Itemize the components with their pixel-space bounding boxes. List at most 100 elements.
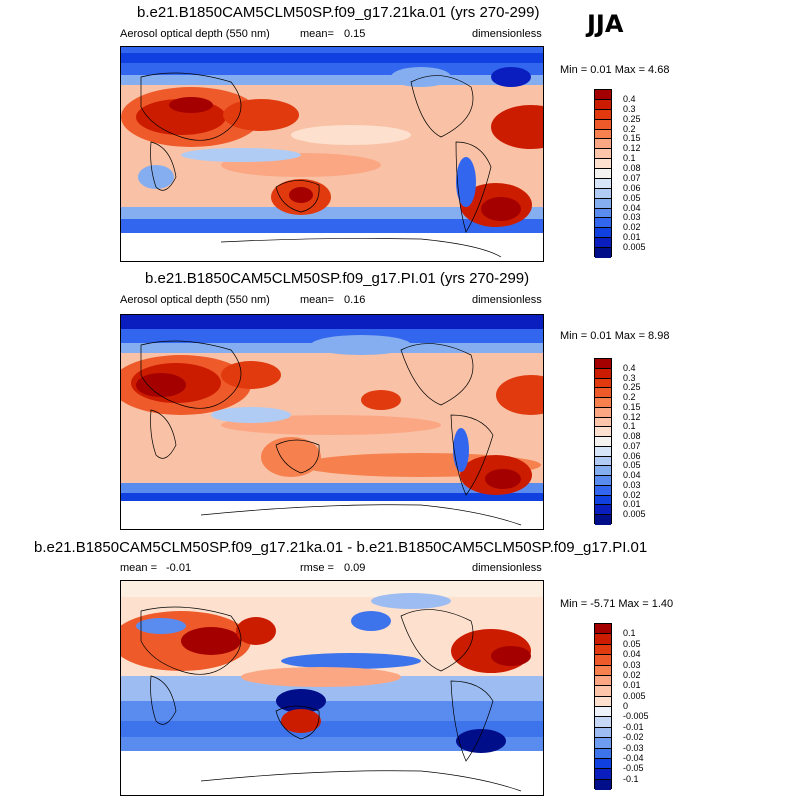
colorbar-swatch [595, 675, 611, 687]
colorbar-swatch [595, 368, 611, 379]
panel-1-mean-label: mean= [300, 28, 334, 40]
colorbar-swatch [595, 149, 611, 160]
colorbar-swatch [595, 169, 611, 179]
colorbar-swatch [595, 696, 611, 707]
colorbar-tick-label: 0.08 [623, 431, 641, 442]
colorbar-tick-label: 0.005 [623, 690, 646, 701]
colorbar-2 [594, 358, 612, 525]
colorbar-swatch [595, 624, 611, 635]
colorbar-tick-label: 0.25 [623, 382, 641, 393]
colorbar-tick-label: 0.15 [623, 133, 641, 144]
colorbar-swatch [595, 686, 611, 697]
colorbar-tick-label: 0.05 [623, 460, 641, 471]
colorbar-swatch [595, 505, 611, 515]
panel-2-minmax: Min = 0.01 Max = 8.98 [560, 330, 670, 342]
colorbar-tick-label: -0.1 [623, 773, 639, 784]
panel-2-mean-value: 0.16 [344, 294, 366, 306]
colorbar-tick-label: 0.04 [623, 202, 641, 213]
colorbar-swatch [595, 466, 611, 476]
colorbar-swatch [595, 208, 611, 219]
colorbar-tick-label: 0.03 [623, 479, 641, 490]
colorbar-tick-label: 0.05 [623, 192, 641, 203]
colorbar-tick-label: -0.04 [623, 752, 644, 763]
colorbar-swatch [595, 90, 611, 100]
colorbar-swatch [595, 485, 611, 496]
colorbar-tick-label: 0 [623, 701, 629, 711]
panel-1-title: b.e21.B1850CAM5CLM50SP.f09_g17.21ka.01 (… [137, 4, 540, 21]
colorbar-tick-label: -0.05 [623, 763, 644, 774]
panel-2-map-svg [121, 315, 543, 529]
panel-2-units: dimensionless [472, 294, 542, 306]
panel-1-variable: Aerosol optical depth (550 nm) [120, 28, 270, 40]
colorbar-swatch [595, 129, 611, 140]
colorbar-tick-label: 0.1 [623, 628, 636, 639]
colorbar-tick-label: -0.02 [623, 732, 644, 743]
colorbar-tick-label: 0.005 [623, 509, 646, 520]
colorbar-1 [594, 89, 612, 258]
colorbar-swatch [595, 707, 611, 718]
colorbar-swatch [595, 427, 611, 437]
panel-1-units: dimensionless [472, 28, 542, 40]
colorbar-swatch [595, 359, 611, 369]
panel-2-title: b.e21.B1850CAM5CLM50SP.f09_g17.PI.01 (yr… [145, 270, 530, 287]
colorbar-tick-label: 0.06 [623, 182, 641, 193]
colorbar-3 [594, 623, 612, 790]
colorbar-swatch [595, 748, 611, 759]
panel-3-map-svg [121, 581, 543, 795]
colorbar-tick-label: 0.05 [623, 638, 641, 649]
colorbar-tick-label: 0.06 [623, 450, 641, 461]
colorbar-tick-label: 0.12 [623, 411, 641, 422]
colorbar-swatch [595, 655, 611, 666]
colorbar-swatch [595, 456, 611, 467]
colorbar-tick-label: 0.01 [623, 680, 641, 691]
panel-2-mean-label: mean= [300, 294, 334, 306]
colorbar-tick-label: 0.1 [623, 153, 636, 164]
panel-3-title: b.e21.B1850CAM5CLM50SP.f09_g17.21ka.01 -… [34, 539, 648, 556]
colorbar-swatch [595, 238, 611, 248]
colorbar-swatch [595, 178, 611, 189]
panel-3-map [120, 580, 544, 796]
colorbar-tick-label: 0.4 [623, 362, 636, 373]
colorbar-swatch [595, 717, 611, 728]
colorbar-swatch [595, 248, 611, 258]
panel-3-minmax: Min = -5.71 Max = 1.40 [560, 598, 674, 610]
colorbar-swatch [595, 119, 611, 130]
colorbar-swatch [595, 398, 611, 408]
colorbar-swatch [595, 634, 611, 645]
colorbar-tick-label: 0.01 [623, 499, 641, 510]
colorbar-tick-label: 0.04 [623, 649, 641, 660]
colorbar-swatch [595, 437, 611, 447]
colorbar-swatch [595, 727, 611, 739]
panel-1-minmax: Min = 0.01 Max = 4.68 [560, 64, 670, 76]
colorbar-swatch [595, 738, 611, 749]
colorbar-tick-label: 0.07 [623, 172, 641, 183]
colorbar-swatch [595, 218, 611, 229]
panel-3-mean-value: -0.01 [166, 562, 192, 574]
colorbar-tick-label: 0.4 [623, 93, 636, 104]
colorbar-swatch [595, 99, 611, 110]
colorbar-swatch [595, 417, 611, 428]
colorbar-tick-label: 0.04 [623, 470, 641, 481]
colorbar-tick-label: 0.1 [623, 421, 636, 432]
panel-3-mean-label: mean = [120, 562, 157, 574]
colorbar-swatch [595, 446, 611, 457]
panel-1-mean-value: 0.15 [344, 28, 366, 40]
colorbar-swatch [595, 378, 611, 389]
panel-2-variable: Aerosol optical depth (550 nm) [120, 294, 270, 306]
colorbar-tick-label: 0.2 [623, 123, 636, 134]
colorbar-tick-label: 0.15 [623, 401, 641, 412]
colorbar-swatch [595, 758, 611, 770]
colorbar-tick-label: 0.02 [623, 222, 641, 233]
colorbar-tick-label: 0.12 [623, 143, 641, 154]
colorbar-swatch [595, 407, 611, 418]
colorbar-swatch [595, 779, 611, 790]
colorbar-tick-label: 0.03 [623, 659, 641, 670]
panel-3-units: dimensionless [472, 562, 542, 574]
colorbar-tick-label: -0.03 [623, 742, 644, 753]
colorbar-swatch [595, 495, 611, 506]
colorbar-tick-label: -0.01 [623, 721, 644, 732]
colorbar-tick-label: 0.2 [623, 392, 636, 403]
colorbar-swatch [595, 188, 611, 199]
colorbar-tick-label: 0.03 [623, 212, 641, 223]
colorbar-swatch [595, 515, 611, 525]
